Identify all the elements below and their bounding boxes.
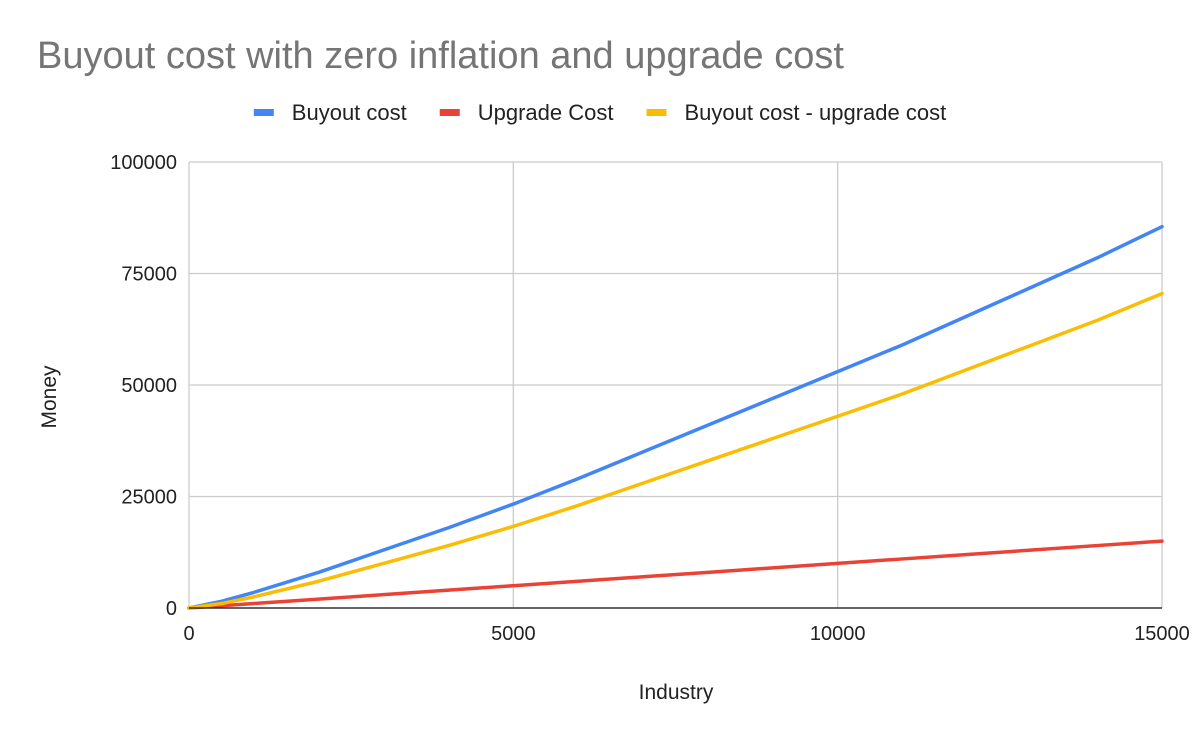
x-axis-ticks: 0 5000 10000 15000: [183, 623, 1189, 645]
y-axis-label: Money: [38, 365, 61, 429]
y-tick-label: 0: [166, 598, 177, 620]
y-tick-label: 75000: [121, 264, 177, 286]
legend-label: Buyout cost - upgrade cost: [684, 100, 946, 125]
grid: [188, 161, 1163, 608]
x-tick-label: 0: [183, 623, 194, 645]
series-line-buyout-cost-upgrade-cost: [187, 291, 1164, 610]
legend: Buyout cost Upgrade Cost Buyout cost - upg…: [253, 100, 946, 125]
legend-swatch: [253, 109, 274, 116]
y-axis-ticks: 0 25000 50000 75000 100000: [110, 152, 177, 620]
x-tick-label: 10000: [810, 623, 866, 645]
legend-label: Buyout cost: [292, 100, 407, 125]
chart-title: Buyout cost with zero inflation and upgr…: [37, 35, 844, 77]
x-axis-label: Industry: [639, 681, 714, 704]
legend-item: Buyout cost: [253, 100, 407, 125]
x-tick-label: 15000: [1134, 623, 1190, 645]
y-tick-label: 50000: [121, 375, 177, 397]
x-tick-label: 5000: [491, 623, 536, 645]
y-tick-label: 25000: [121, 487, 177, 509]
legend-item: Buyout cost - upgrade cost: [646, 100, 946, 125]
legend-item: Upgrade Cost: [439, 100, 614, 125]
series-lines: [187, 224, 1164, 610]
legend-label: Upgrade Cost: [478, 100, 614, 125]
series-line-buyout-cost: [187, 224, 1164, 610]
y-tick-label: 100000: [110, 152, 177, 174]
series-line-upgrade-cost: [187, 539, 1164, 610]
legend-swatch: [439, 109, 460, 116]
legend-swatch: [646, 109, 667, 116]
